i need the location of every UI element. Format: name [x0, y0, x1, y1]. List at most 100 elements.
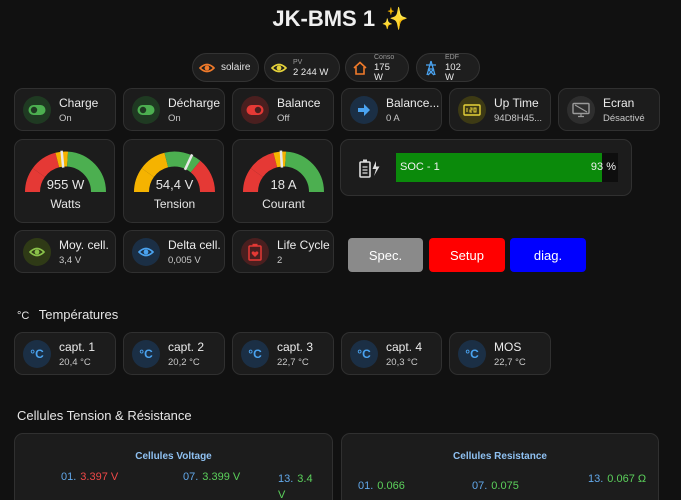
soc-bar-fill — [396, 153, 603, 182]
pv-value: 2 244 W — [293, 66, 329, 78]
tile-ecran-name: Ecran — [603, 95, 635, 110]
conso-value: 175 W — [374, 61, 390, 83]
temp-sensor-3[interactable]: °C capt. 3 22,7 °C — [232, 332, 334, 375]
gauge-courant[interactable]: 18 A Courant — [232, 139, 333, 223]
temp-sensor-2[interactable]: °C capt. 2 20,2 °C — [123, 332, 225, 375]
cell-resistance-01-index: 01. — [358, 480, 374, 492]
sparkles-icon: ✨ — [381, 6, 409, 31]
cell-voltage-01-value: 3.397 V — [80, 471, 119, 483]
tile-charge[interactable]: Charge On — [14, 88, 116, 131]
toggle-off-icon — [241, 95, 269, 124]
battery-charging-icon — [359, 158, 381, 183]
gauge-arc-segment — [32, 152, 60, 178]
cell-resistance-13-value: 0.067 Ω — [607, 473, 647, 485]
toggle-on-icon — [132, 95, 160, 124]
tile-balance[interactable]: Balance Off — [232, 88, 334, 131]
gauge-watts[interactable]: 955 W Watts — [14, 139, 115, 223]
tile-uptime-state: 94D8H45... — [494, 112, 543, 124]
cell-voltage-13: 13. 3.4 V — [278, 471, 322, 500]
gauge-arc-segment — [190, 160, 215, 193]
temp-sensor-mos[interactable]: °C MOS 22,7 °C — [449, 332, 551, 375]
tile-moy-cell-state: 3,4 V — [59, 254, 82, 266]
gauge-tension-arcs — [134, 151, 215, 193]
temp-sensor-2-name: capt. 2 — [168, 339, 205, 354]
celsius-icon: °C — [241, 339, 269, 368]
gauge-arc-segment — [250, 152, 278, 178]
home-icon — [352, 60, 368, 76]
gauge-watts-needle — [60, 150, 65, 168]
gauge-arc-segment — [134, 168, 155, 193]
temp-sensor-mos-value: 22,7 °C — [494, 356, 526, 368]
cell-voltage-01: 01. 3.397 V — [61, 471, 118, 483]
spec-button[interactable]: Spec. — [348, 238, 423, 272]
temp-sensor-1-value: 20,4 °C — [59, 356, 91, 368]
tile-moy-cell[interactable]: Moy. cell. 3,4 V — [14, 230, 116, 273]
diag-button[interactable]: diag. — [510, 238, 586, 272]
tile-life-cycle-state: 2 — [277, 254, 283, 266]
gauge-tension-label: Tension — [153, 197, 196, 211]
tile-balance-name: Balance — [277, 95, 321, 110]
setup-button[interactable]: Setup — [429, 238, 505, 272]
temp-sensor-4[interactable]: °C capt. 4 20,3 °C — [341, 332, 442, 375]
battery-heart-icon — [241, 237, 269, 266]
celsius-icon: °C — [458, 339, 486, 368]
gauge-tension[interactable]: 54,4 V Tension — [123, 139, 224, 223]
tile-life-cycle[interactable]: Life Cycle 2 — [232, 230, 334, 273]
toggle-on-icon — [23, 95, 51, 124]
tile-uptime-name: Up Time — [494, 95, 539, 110]
eye-icon — [23, 237, 51, 266]
tile-charge-name: Charge — [59, 95, 99, 110]
tile-balance-current-name: Balance... — [386, 95, 440, 110]
tile-charge-state: On — [59, 112, 72, 124]
cell-resistance-01: 01. 0.066 — [358, 480, 405, 492]
cell-voltage-07-index: 07. — [183, 471, 199, 483]
edf-value: 102 W — [445, 61, 461, 83]
cells-heading: Cellules Tension & Résistance — [17, 408, 192, 423]
monitor-off-icon — [567, 95, 595, 124]
gauge-watts-dial — [25, 150, 106, 193]
celsius-icon: °C — [350, 339, 378, 368]
tile-decharge[interactable]: Décharge On — [123, 88, 225, 131]
gauge-arc-segment — [66, 151, 106, 193]
gauge-arc-segment — [243, 168, 264, 193]
gauge-courant-value: 18 A — [270, 177, 297, 192]
temp-sensor-1[interactable]: °C capt. 1 20,4 °C — [14, 332, 116, 375]
tile-balance-state: Off — [277, 112, 290, 124]
gauge-tension-needle — [183, 153, 194, 171]
celsius-icon: °C — [17, 310, 30, 322]
cell-resistance-01-value: 0.066 — [377, 480, 405, 492]
gauge-tension-dial — [134, 151, 215, 193]
celsius-icon: °C — [132, 339, 160, 368]
transmission-tower-icon — [423, 60, 439, 76]
celsius-icon: °C — [23, 339, 51, 368]
eye-icon — [199, 60, 215, 76]
tile-moy-cell-name: Moy. cell. — [59, 237, 109, 252]
cells-resistance-title: Cellules Resistance — [453, 451, 547, 462]
cell-resistance-13-index: 13. — [588, 473, 604, 485]
tile-balance-current[interactable]: Balance... 0 A — [341, 88, 442, 131]
tile-delta-cell[interactable]: Delta cell. 0,005 V — [123, 230, 225, 273]
soc-percent: 93 % — [590, 161, 616, 173]
gauge-courant-dial — [243, 150, 324, 193]
gauge-tension-value: 54,4 V — [155, 177, 194, 192]
soc-card[interactable]: SOC - 1 93 % — [340, 139, 632, 196]
eye-icon — [132, 237, 160, 266]
temp-sensor-4-name: capt. 4 — [386, 339, 423, 354]
cells-resistance-card: Cellules Resistance 01. 0.066 07. 0.075 13… — [341, 433, 659, 500]
tile-uptime[interactable]: Up Time 94D8H45... — [449, 88, 551, 131]
cells-voltage-card: Cellules Voltage 01. 3.397 V 07. 3.399 V 1… — [14, 433, 333, 500]
gauge-watts-value: 955 W — [46, 177, 85, 192]
gauge-watts-label: Watts — [50, 197, 81, 211]
cell-voltage-13-value: 3.4 V — [278, 473, 313, 500]
edf-chip[interactable]: EDF 102 W — [416, 53, 480, 82]
cell-resistance-07-value: 0.075 — [491, 480, 519, 492]
cell-voltage-07: 07. 3.399 V — [183, 471, 240, 483]
pv-chip[interactable]: PV 2 244 W — [264, 53, 340, 82]
arrow-right-icon — [350, 95, 378, 124]
gauge-arc-segment — [284, 151, 324, 193]
conso-chip[interactable]: Conso 175 W — [345, 53, 409, 82]
page-title: JK-BMS 1 ✨ — [0, 6, 681, 32]
temp-sensor-4-value: 20,3 °C — [386, 356, 418, 368]
tile-ecran[interactable]: Ecran Désactivé — [558, 88, 660, 131]
solaire-chip[interactable]: solaire — [192, 53, 259, 82]
